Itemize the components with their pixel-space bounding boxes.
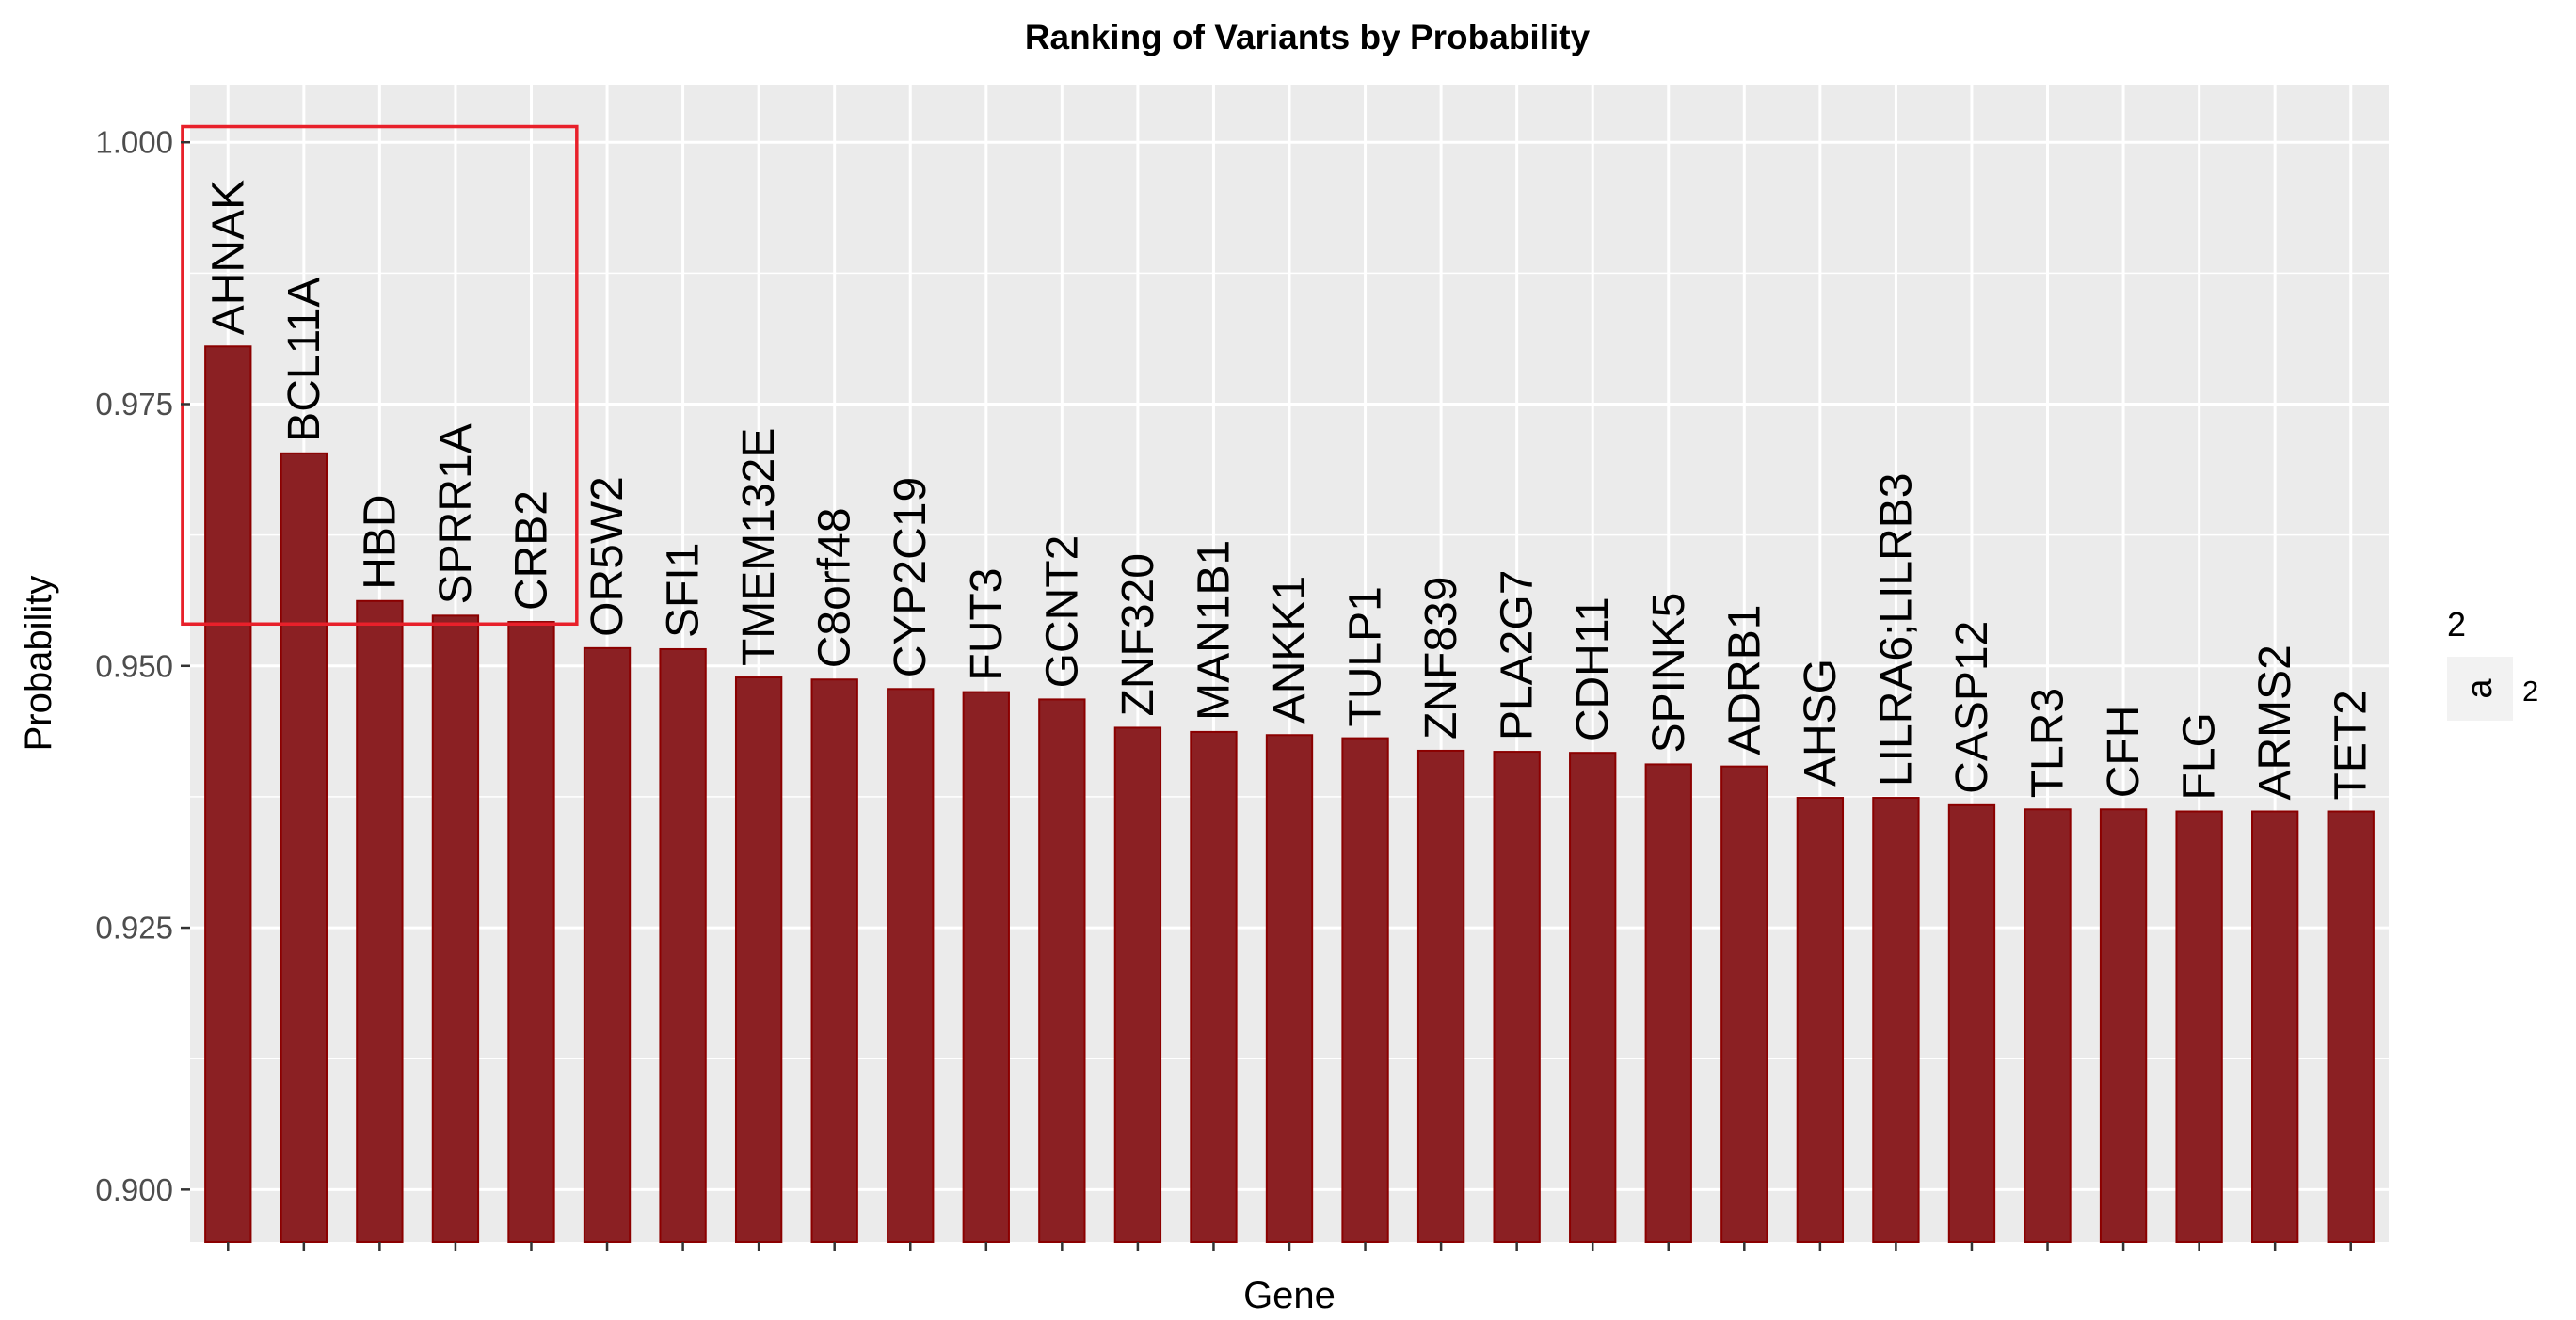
bar-ADRB1 bbox=[1720, 765, 1768, 1243]
bar-label: LILRA6;LILRB3 bbox=[1871, 472, 1921, 787]
bar-PLA2G7 bbox=[1493, 751, 1541, 1243]
bar-label: ZNF320 bbox=[1113, 553, 1163, 716]
bar-label: HBD bbox=[355, 494, 405, 589]
bar-label: CYP2C19 bbox=[886, 477, 936, 677]
bar-FLG bbox=[2175, 810, 2223, 1243]
legend-key bbox=[2447, 657, 2513, 721]
bar-label: CASP12 bbox=[1947, 621, 1997, 794]
y-tick-label: 0.900 bbox=[95, 1172, 173, 1207]
bar-label: ADRB1 bbox=[1720, 605, 1769, 755]
bar-label: CFH bbox=[2099, 706, 2149, 799]
bar-label: CRB2 bbox=[506, 490, 556, 611]
bar-ZNF839 bbox=[1416, 749, 1465, 1243]
x-axis-title: Gene bbox=[1243, 1275, 1336, 1316]
bar-label: CDH11 bbox=[1568, 596, 1618, 741]
x-axis bbox=[227, 1242, 2352, 1251]
y-axis: 0.900 0.925 0.950 0.975 1.000 bbox=[95, 125, 190, 1207]
legend-title: 2 bbox=[2447, 605, 2466, 644]
bar-label: BCL11A bbox=[280, 278, 329, 442]
bar-GCNT2 bbox=[1038, 698, 1086, 1243]
bar-CRB2 bbox=[507, 621, 555, 1243]
bar-HBD bbox=[356, 599, 404, 1243]
bar-TULP1 bbox=[1341, 737, 1389, 1243]
bar-TET2 bbox=[2327, 810, 2375, 1243]
bar-label: C8orf48 bbox=[810, 507, 860, 668]
bar-label: PLA2G7 bbox=[1493, 570, 1543, 740]
bar-label: ANKK1 bbox=[1265, 576, 1315, 724]
legend-label: 2 bbox=[2522, 675, 2538, 708]
bar-MAN1B1 bbox=[1190, 730, 1238, 1243]
y-axis-title: Probability bbox=[18, 576, 59, 752]
bar-ARMS2 bbox=[2251, 810, 2299, 1243]
bar-OR5W2 bbox=[583, 646, 632, 1243]
bar-label: SPRR1A bbox=[431, 423, 481, 604]
bar-label: FLG bbox=[2175, 712, 2225, 800]
bar-BCL11A bbox=[280, 452, 328, 1243]
bar-label: GCNT2 bbox=[1037, 535, 1087, 689]
bar-CASP12 bbox=[1947, 803, 1996, 1243]
bar-SPINK5 bbox=[1644, 763, 1692, 1243]
y-tick-label: 0.925 bbox=[95, 911, 173, 946]
bar-label: TET2 bbox=[2327, 690, 2376, 800]
bar-TMEM132E bbox=[734, 676, 783, 1243]
legend-key-text: a bbox=[2460, 678, 2500, 699]
bar-AHNAK bbox=[204, 345, 252, 1244]
bar-label: OR5W2 bbox=[583, 476, 632, 637]
bars bbox=[204, 345, 2375, 1244]
bar-SPRR1A bbox=[431, 614, 480, 1243]
highlight-box bbox=[181, 124, 579, 627]
bar-label: ZNF839 bbox=[1416, 577, 1466, 740]
bar-label: FUT3 bbox=[962, 568, 1012, 681]
chart-title: Ranking of Variants by Probability bbox=[1025, 18, 1591, 56]
bar-label: SFI1 bbox=[659, 543, 709, 638]
bar-label: TULP1 bbox=[1341, 586, 1391, 726]
bar-AHSG bbox=[1796, 797, 1845, 1243]
bar-C8orf48 bbox=[810, 678, 858, 1243]
bar-FUT3 bbox=[962, 691, 1010, 1243]
bar-ANKK1 bbox=[1265, 734, 1314, 1243]
bar-ZNF320 bbox=[1113, 726, 1162, 1243]
bar-CFH bbox=[2099, 808, 2148, 1243]
bar-LILRA6;LILRB3 bbox=[1872, 797, 1920, 1243]
bar-label: TLR3 bbox=[2024, 688, 2073, 798]
bar-label: MAN1B1 bbox=[1189, 540, 1239, 721]
bar-labels: AHNAK BCL11A HBD SPRR1A CRB2 OR5W2 SFI1 TMEM132… bbox=[203, 180, 2376, 801]
y-tick-label: 0.950 bbox=[95, 648, 173, 683]
bar-SFI1 bbox=[659, 647, 707, 1243]
y-tick-label: 1.000 bbox=[95, 125, 173, 160]
plot-panel: AHNAK BCL11A HBD SPRR1A CRB2 OR5W2 SFI1 TMEM132… bbox=[181, 85, 2389, 1244]
y-tick-label: 0.975 bbox=[95, 387, 173, 421]
bar-label: AHSG bbox=[1796, 659, 1846, 787]
bar-TLR3 bbox=[2024, 808, 2072, 1243]
bar-label: ARMS2 bbox=[2250, 644, 2300, 800]
bar-label: AHNAK bbox=[203, 180, 253, 335]
bar-CYP2C19 bbox=[887, 688, 935, 1243]
legend: 2 a 2 bbox=[2447, 605, 2538, 721]
bar-label: SPINK5 bbox=[1644, 593, 1694, 754]
bar-CDH11 bbox=[1569, 752, 1617, 1243]
bar-label: TMEM132E bbox=[734, 428, 784, 666]
